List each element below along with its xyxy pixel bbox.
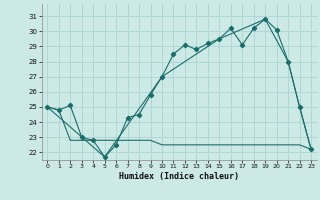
X-axis label: Humidex (Indice chaleur): Humidex (Indice chaleur) — [119, 172, 239, 181]
